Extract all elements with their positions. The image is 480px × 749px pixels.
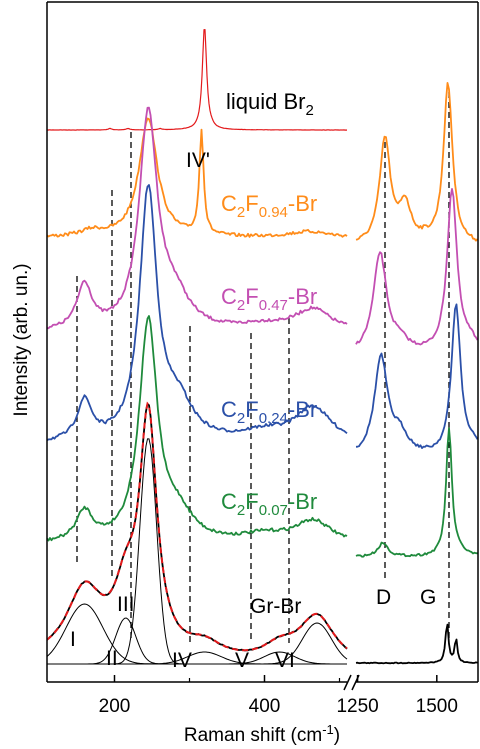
x-tick-label: 400 — [249, 696, 281, 717]
trace-c2f0-94-br — [46, 117, 348, 238]
x-tick-label: 1250 — [336, 696, 378, 717]
label-c2f094-br: C2F0.94-Br — [221, 191, 317, 221]
trace-gr-br — [46, 403, 348, 652]
trace-c2f0-47-br — [355, 188, 479, 346]
fit-component — [47, 622, 348, 665]
trace-c2f0-24-br — [355, 303, 479, 449]
fit-component-label: V — [235, 649, 249, 672]
axis-break-mark — [343, 674, 352, 691]
trace-liquid-br2 — [46, 29, 348, 131]
x-tick-label: 1500 — [416, 696, 458, 717]
label-c2f007-br: C2F0.07-Br — [221, 489, 317, 519]
label-c2f024-br: C2F0.24-Br — [221, 397, 317, 427]
fit-component-label: III — [117, 593, 135, 616]
trace-c2f0-07-br — [46, 315, 348, 542]
x-axis-title: Raman shift (cm-1) — [184, 722, 340, 746]
fit-component — [47, 651, 347, 665]
annotation-gr-br: Gr-Br — [250, 595, 301, 618]
annotation-d: D — [376, 586, 391, 609]
y-axis-title: Intensity (arb. un.) — [11, 263, 32, 416]
label-liquid-br2: liquid Br2 — [226, 89, 314, 119]
trace-gr-br — [355, 623, 478, 665]
annotation-iv-prime: IV' — [186, 149, 210, 172]
trace-c2f0-47-br — [46, 106, 348, 330]
x-tick-label: 200 — [99, 696, 131, 717]
trace-c2f0-24-br — [46, 184, 348, 441]
fit-component-label: II — [106, 647, 118, 670]
plot-area: 200 400 1250 1500 Raman shift (cm-1) Intensit… — [11, 1, 479, 746]
fit-component-label: IV — [172, 649, 192, 672]
fit-component-label: VI — [275, 649, 295, 672]
fit-envelope — [46, 401, 348, 652]
fit-component — [47, 651, 347, 665]
trace-c2f0-94-br — [355, 82, 479, 242]
trace-c2f0-07-br — [355, 427, 478, 558]
label-c2f047-br: C2F0.47-Br — [221, 284, 317, 314]
annotation-g: G — [420, 586, 436, 609]
fit-component-label: I — [70, 628, 76, 651]
fit-component — [47, 438, 347, 665]
